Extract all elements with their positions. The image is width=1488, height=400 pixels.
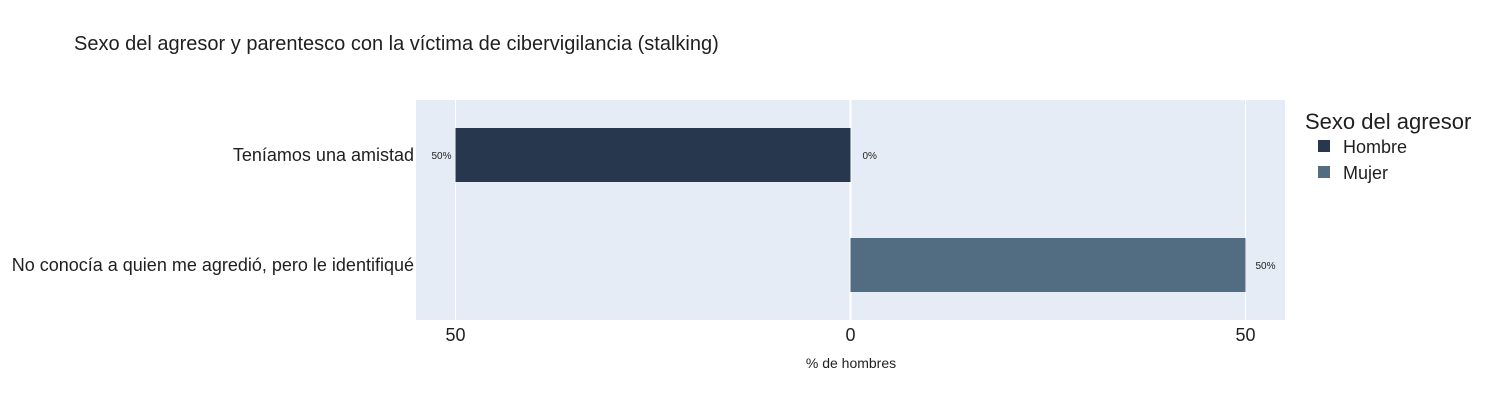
x-tick-label: 50 [1235, 325, 1255, 345]
category-label: Teníamos una amistad [233, 145, 414, 165]
legend-label[interactable]: Mujer [1343, 163, 1388, 183]
data-label: 50% [431, 151, 451, 162]
legend-title: Sexo del agresor [1305, 109, 1471, 134]
chart-title: Sexo del agresor y parentesco con la víc… [74, 33, 719, 55]
legend-swatch[interactable] [1318, 166, 1330, 178]
bar-hombre [455, 128, 851, 182]
category-label: No conocía a quien me agredió, pero le i… [12, 255, 414, 275]
legend-swatch[interactable] [1318, 140, 1330, 152]
legend-label[interactable]: Hombre [1343, 137, 1407, 157]
legend: Sexo del agresor Hombre Mujer [1305, 109, 1471, 183]
x-tick-label: 50 [445, 325, 465, 345]
data-label: 50% [1256, 261, 1276, 272]
x-axis-title: % de hombres [806, 355, 896, 371]
bar-mujer [850, 238, 1246, 292]
x-tick-label: 0 [845, 325, 855, 345]
data-label: 0% [863, 151, 878, 162]
